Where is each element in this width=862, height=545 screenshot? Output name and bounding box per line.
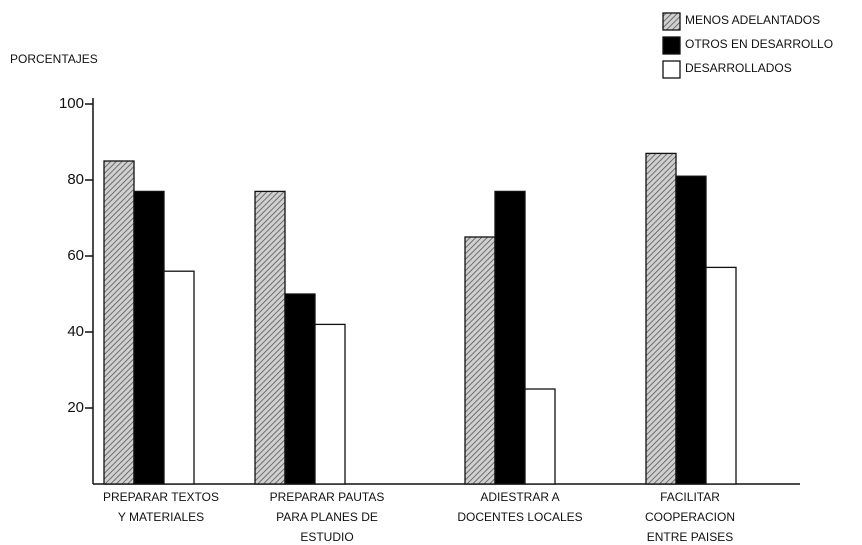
bar bbox=[464, 236, 496, 485]
bar bbox=[524, 388, 556, 485]
x-tick-label: DOCENTES LOCALES bbox=[457, 510, 582, 524]
legend-swatch bbox=[662, 36, 681, 55]
y-tick-label: 100 bbox=[59, 95, 84, 112]
y-tick-label: 60 bbox=[67, 247, 84, 264]
bar bbox=[254, 190, 286, 485]
x-tick-label: ADIESTRAR A bbox=[480, 490, 559, 504]
x-tick-label: ESTUDIO bbox=[300, 530, 353, 544]
x-tick-label: PREPARAR PAUTAS bbox=[270, 490, 385, 504]
x-tick-label: ENTRE PAISES bbox=[647, 530, 733, 544]
bar bbox=[645, 152, 677, 485]
bar bbox=[163, 270, 195, 485]
legend-label: OTROS EN DESARROLLO bbox=[685, 37, 833, 51]
legend-swatch bbox=[662, 12, 681, 31]
legend-label: MENOS ADELANTADOS bbox=[685, 13, 820, 27]
x-tick-label: PARA PLANES DE bbox=[276, 510, 378, 524]
y-tick-label: 80 bbox=[67, 171, 84, 188]
y-tick-label: 20 bbox=[67, 399, 84, 416]
bar bbox=[133, 190, 165, 485]
legend-swatch bbox=[662, 60, 681, 79]
y-axis-label: PORCENTAJES bbox=[10, 52, 98, 66]
legend-label: DESARROLLADOS bbox=[685, 61, 792, 75]
bar bbox=[494, 190, 526, 485]
x-tick-label: Y MATERIALES bbox=[118, 510, 204, 524]
bar bbox=[675, 175, 707, 485]
bar bbox=[705, 266, 737, 485]
bar bbox=[314, 323, 346, 485]
x-tick-label: FACILITAR bbox=[660, 490, 720, 504]
x-tick-label: COOPERACION bbox=[645, 510, 735, 524]
bar bbox=[284, 293, 316, 485]
x-tick-label: PREPARAR TEXTOS bbox=[103, 490, 219, 504]
y-tick-label: 40 bbox=[67, 323, 84, 340]
bar bbox=[103, 160, 135, 485]
